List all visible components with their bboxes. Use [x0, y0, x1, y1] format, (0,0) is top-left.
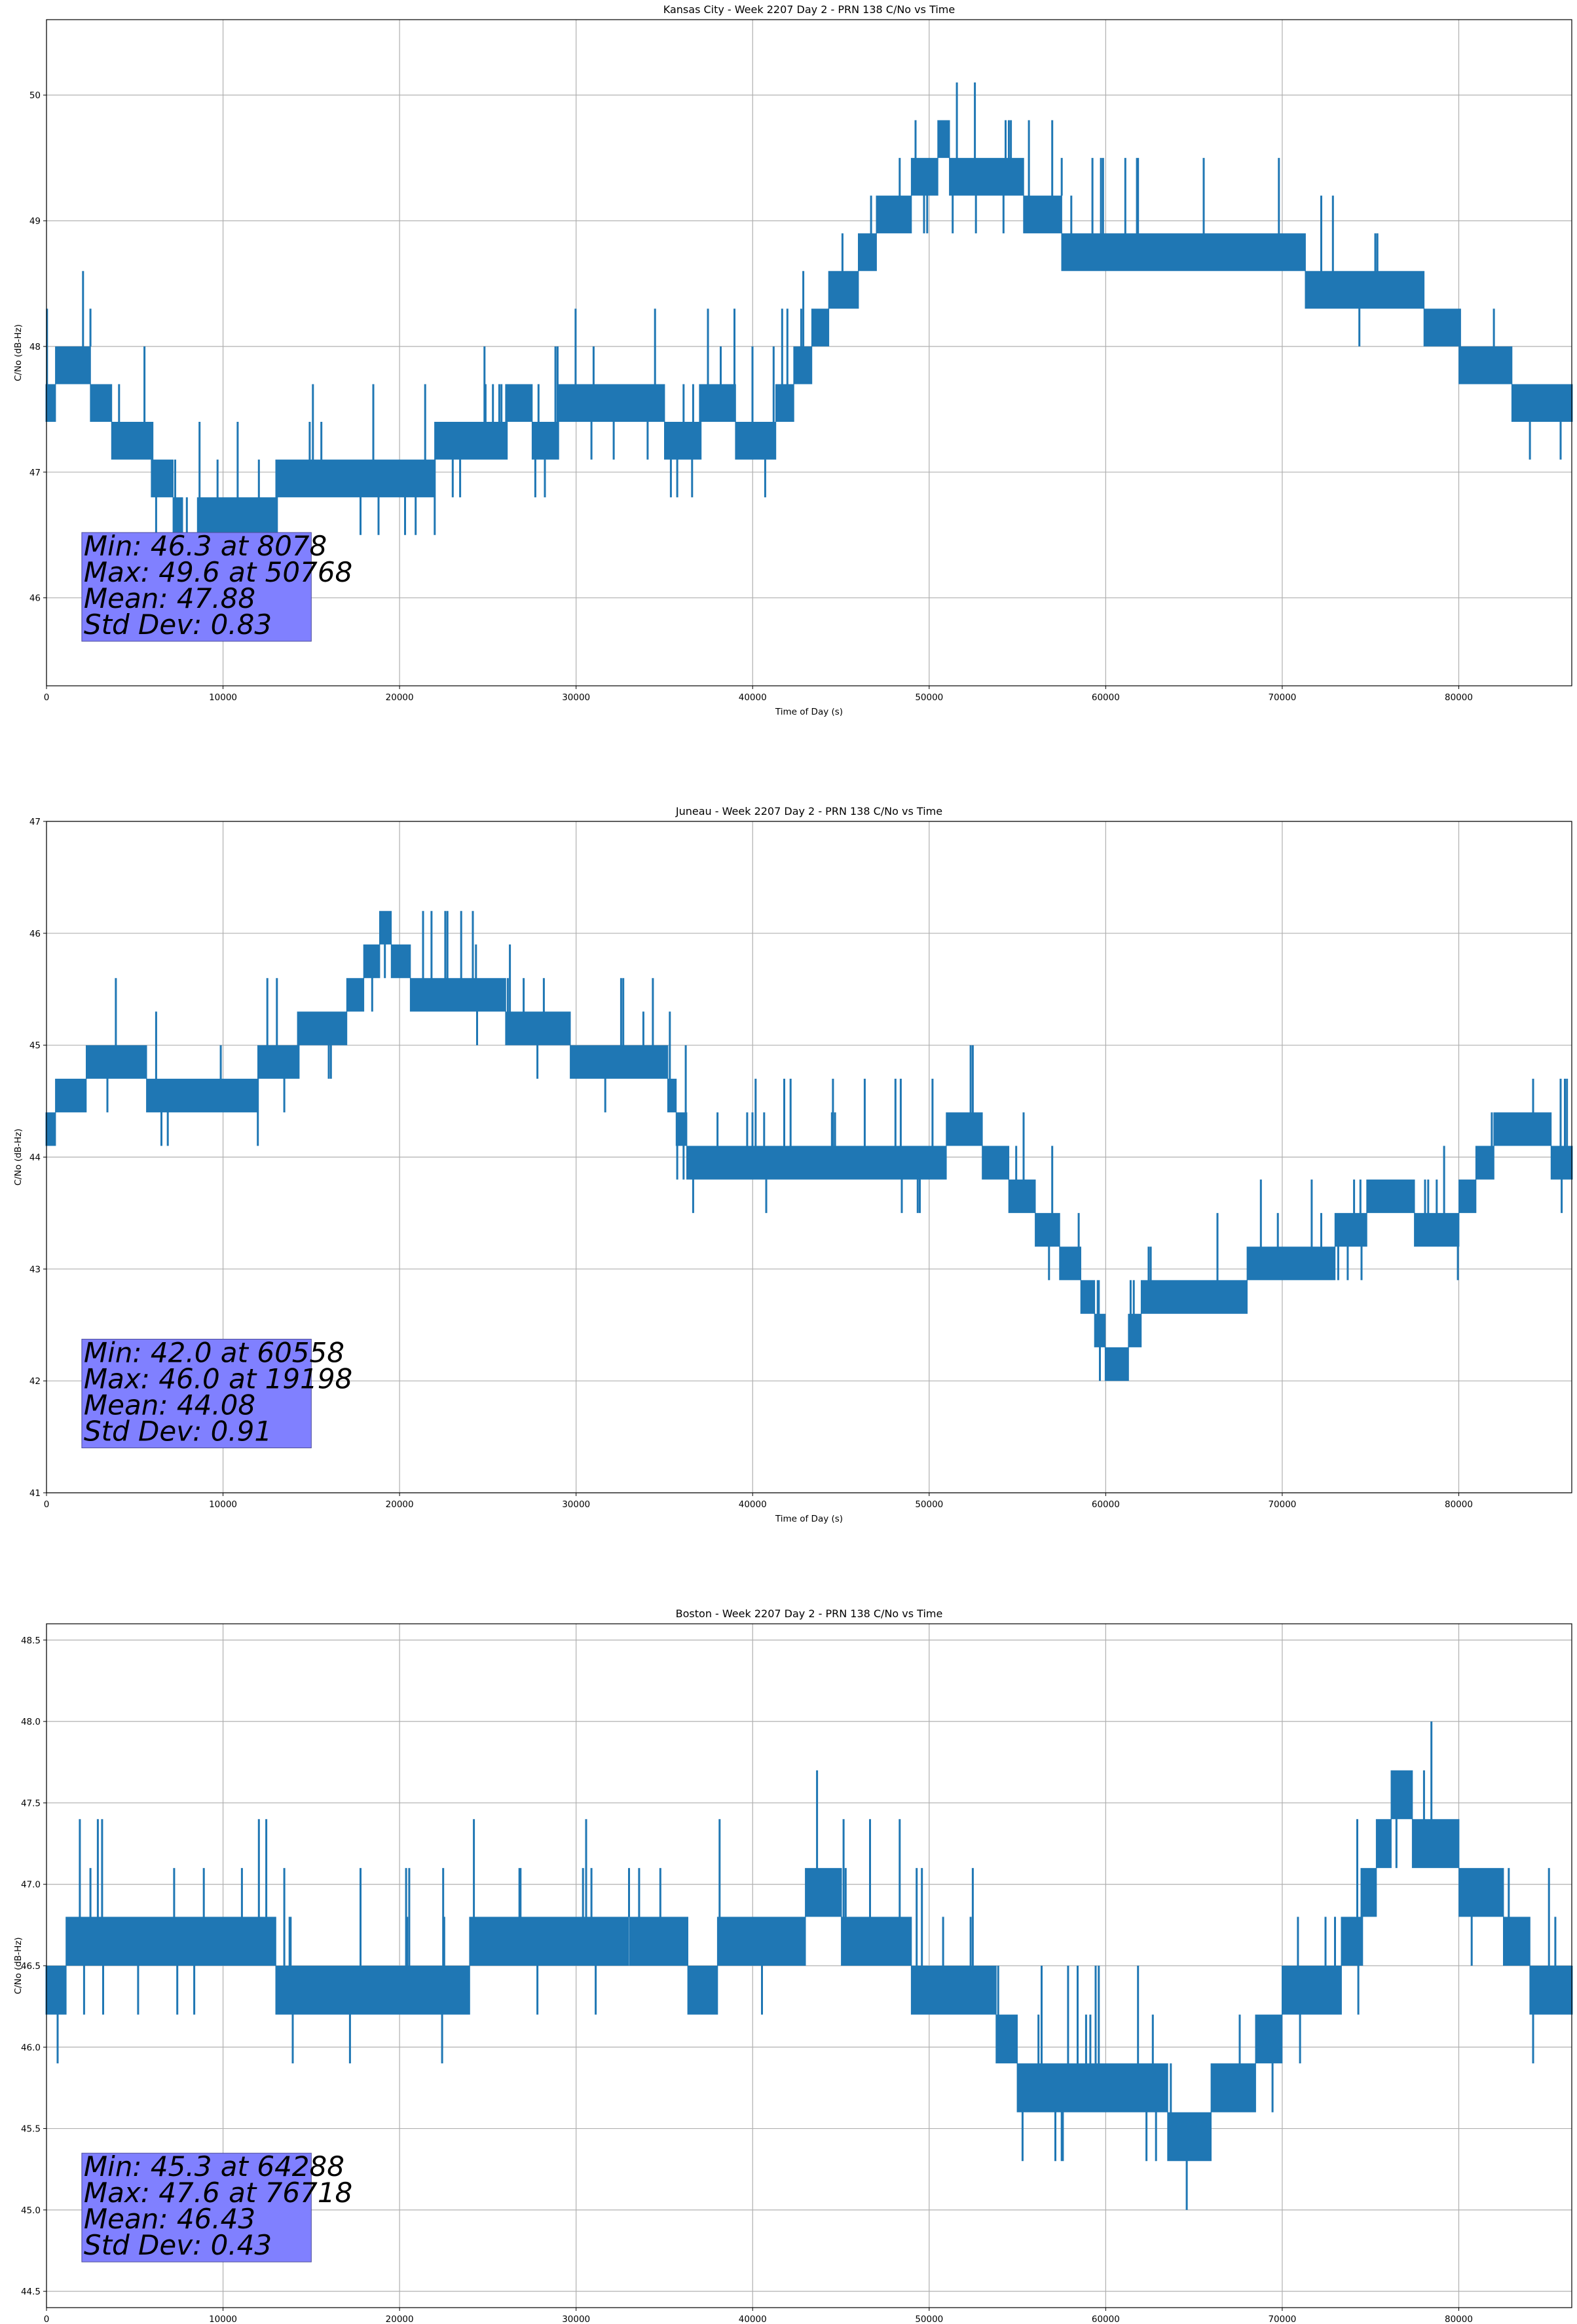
- stats-line: Min: 45.3 at 64288: [84, 2150, 344, 2183]
- y-tick-label: 47: [29, 817, 41, 827]
- chart-title: Boston - Week 2207 Day 2 - PRN 138 C/No …: [676, 1607, 943, 1620]
- y-tick-label: 46: [29, 593, 41, 604]
- x-tick-label: 40000: [739, 1499, 767, 1510]
- stats-line: Min: 46.3 at 8078: [84, 530, 327, 562]
- stats-line: Std Dev: 0.91: [84, 1415, 272, 1447]
- x-tick-label: 50000: [915, 1499, 943, 1510]
- x-tick-label: 60000: [1092, 1499, 1120, 1510]
- axes-frame: [46, 1623, 1572, 2308]
- subplot-3: Boston - Week 2207 Day 2 - PRN 138 C/No …: [13, 1607, 1573, 2324]
- stats-line: Mean: 44.08: [84, 1389, 255, 1421]
- y-tick-label: 48: [29, 342, 41, 352]
- y-tick-label: 43: [29, 1264, 41, 1275]
- y-tick-label: 44: [29, 1153, 41, 1163]
- x-tick-label: 50000: [915, 2314, 943, 2324]
- x-tick-label: 20000: [386, 2314, 414, 2324]
- x-tick-label: 10000: [209, 692, 237, 703]
- x-tick-label: 70000: [1268, 2314, 1296, 2324]
- x-tick-label: 10000: [209, 1499, 237, 1510]
- stats-box: [81, 532, 312, 642]
- y-tick-label: 45.5: [21, 2124, 41, 2135]
- x-tick-label: 60000: [1092, 692, 1120, 703]
- x-tick-label: 80000: [1445, 692, 1473, 703]
- axes-frame: [46, 19, 1572, 686]
- stats-line: Max: 47.6 at 76718: [84, 2177, 352, 2209]
- axes-frame: [46, 821, 1572, 1493]
- x-tick-label: 80000: [1445, 1499, 1473, 1510]
- x-tick-label: 70000: [1268, 1499, 1296, 1510]
- y-axis-label: C/No (dB-Hz): [13, 1937, 24, 1994]
- x-tick-label: 10000: [209, 2314, 237, 2324]
- x-tick-label: 20000: [386, 1499, 414, 1510]
- y-tick-label: 46.5: [21, 1961, 41, 1972]
- stats-line: Std Dev: 0.83: [84, 609, 272, 641]
- y-tick-label: 50: [29, 90, 41, 101]
- y-tick-label: 49: [29, 216, 41, 227]
- x-tick-label: 0: [44, 692, 50, 703]
- y-tick-label: 45: [29, 1041, 41, 1051]
- y-tick-label: 41: [29, 1488, 41, 1499]
- x-tick-label: 60000: [1092, 2314, 1120, 2324]
- stats-line: Max: 49.6 at 50768: [84, 556, 352, 588]
- stats-box: [81, 1338, 312, 1448]
- stats-line: Std Dev: 0.43: [84, 2229, 272, 2261]
- x-axis-label: Time of Day (s): [775, 707, 843, 717]
- y-axis-label: C/No (dB-Hz): [13, 1129, 24, 1186]
- x-tick-label: 70000: [1268, 692, 1296, 703]
- stats-box: [81, 2152, 312, 2262]
- y-tick-label: 48.5: [21, 1636, 41, 1646]
- y-tick-label: 46: [29, 929, 41, 939]
- y-tick-label: 47: [29, 468, 41, 478]
- x-tick-label: 80000: [1445, 2314, 1473, 2324]
- y-tick-label: 44.5: [21, 2287, 41, 2297]
- stats-line: Max: 46.0 at 19198: [84, 1362, 352, 1395]
- chart-title: Kansas City - Week 2207 Day 2 - PRN 138 …: [663, 3, 955, 16]
- subplot-2: Juneau - Week 2207 Day 2 - PRN 138 C/No …: [13, 805, 1573, 1524]
- y-tick-label: 42: [29, 1376, 41, 1387]
- x-tick-label: 0: [44, 2314, 50, 2324]
- y-tick-label: 47.0: [21, 1880, 41, 1890]
- stats-line: Min: 42.0 at 60558: [84, 1336, 344, 1368]
- x-tick-label: 0: [44, 1499, 50, 1510]
- stats-line: Mean: 46.43: [84, 2203, 255, 2235]
- x-tick-label: 20000: [386, 692, 414, 703]
- y-tick-label: 47.5: [21, 1798, 41, 1809]
- x-axis-label: Time of Day (s): [775, 1514, 843, 1524]
- x-tick-label: 30000: [562, 2314, 590, 2324]
- x-tick-label: 40000: [739, 2314, 767, 2324]
- x-tick-label: 40000: [739, 692, 767, 703]
- y-axis-label: C/No (dB-Hz): [13, 324, 24, 381]
- x-tick-label: 50000: [915, 692, 943, 703]
- stats-line: Mean: 47.88: [84, 582, 255, 614]
- x-tick-label: 30000: [562, 1499, 590, 1510]
- subplot-1: Kansas City - Week 2207 Day 2 - PRN 138 …: [13, 3, 1573, 717]
- x-tick-label: 30000: [562, 692, 590, 703]
- chart-title: Juneau - Week 2207 Day 2 - PRN 138 C/No …: [675, 805, 942, 817]
- y-tick-label: 46.0: [21, 2042, 41, 2053]
- y-tick-label: 45.0: [21, 2205, 41, 2216]
- y-tick-label: 48.0: [21, 1717, 41, 1727]
